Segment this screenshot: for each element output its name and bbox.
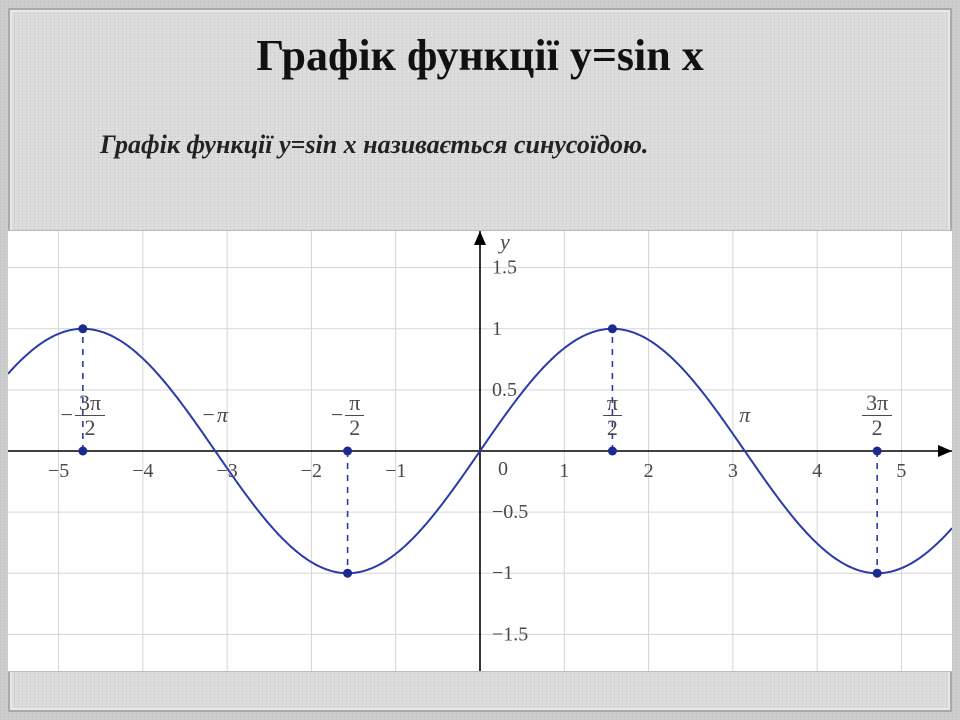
- pi-label: π2: [577, 387, 647, 443]
- page-subtitle: Графік функції y=sin x називається синус…: [100, 130, 900, 160]
- curve-marker: [608, 447, 617, 456]
- x-tick-label: 3: [728, 460, 738, 482]
- y-tick-label: −1: [492, 562, 513, 584]
- curve-marker: [873, 447, 882, 456]
- y-tick-label: 0.5: [492, 379, 517, 401]
- x-tick-label: 5: [896, 460, 906, 482]
- page-title: Графік функції y=sin x: [0, 30, 960, 81]
- curve-marker: [608, 324, 617, 333]
- slide: Графік функції y=sin x Графік функції y=…: [0, 0, 960, 720]
- x-tick-label: −4: [132, 460, 153, 482]
- y-axis-label: y: [498, 231, 510, 254]
- pi-label: −π: [180, 387, 250, 443]
- sine-chart: −5 −4 −3 −2 −1 1 2 3 4 5 0 −1.5 −1 −0.5 0.5 1 1.5 y −3π2 −π…: [8, 230, 952, 672]
- pi-label: −3π2: [48, 387, 118, 443]
- curve-marker: [343, 447, 352, 456]
- curve-marker: [873, 569, 882, 578]
- pi-label: π: [710, 387, 780, 443]
- x-tick-label: −1: [385, 460, 406, 482]
- curve-marker: [78, 447, 87, 456]
- x-tick-label: 4: [812, 460, 822, 482]
- x-tick-label: 2: [644, 460, 654, 482]
- chart-svg: −5 −4 −3 −2 −1 1 2 3 4 5 0 −1.5 −1 −0.5 0.5 1 1.5 y −3π2 −π…: [8, 231, 952, 671]
- pi-label: −π2: [313, 387, 383, 443]
- y-tick-label: 1.5: [492, 257, 517, 279]
- curve-marker: [343, 569, 352, 578]
- curve-marker: [78, 324, 87, 333]
- y-tick-label: −0.5: [492, 501, 528, 523]
- origin-label: 0: [498, 458, 508, 480]
- x-tick-label: 1: [559, 460, 569, 482]
- x-tick-label: −5: [48, 460, 69, 482]
- x-tick-label: −2: [301, 460, 322, 482]
- x-tick-label: −3: [217, 460, 238, 482]
- pi-label: 3π2: [842, 387, 912, 443]
- y-tick-label: 1: [492, 318, 502, 340]
- y-tick-label: −1.5: [492, 623, 528, 645]
